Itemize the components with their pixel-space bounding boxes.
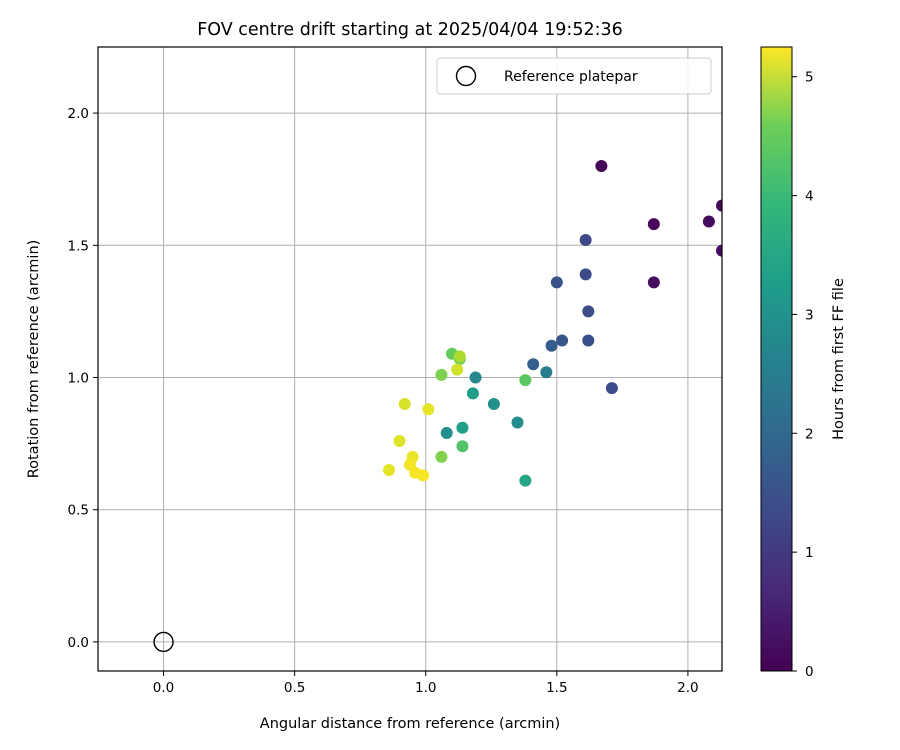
- plot-frame: [97, 46, 723, 672]
- data-point: [582, 334, 595, 347]
- data-point: [398, 397, 411, 410]
- x-axis-label: Angular distance from reference (arcmin): [260, 716, 560, 732]
- y-tick-label: 0.5: [68, 503, 89, 519]
- x-tick-label: 0.5: [284, 680, 305, 696]
- data-point: [605, 382, 618, 395]
- data-point: [519, 374, 532, 387]
- data-point: [579, 268, 592, 281]
- data-point: [417, 469, 430, 482]
- reference-point: [153, 631, 174, 653]
- data-point: [466, 387, 479, 400]
- data-point: [469, 371, 482, 384]
- data-point: [647, 276, 660, 289]
- data-point: [453, 350, 466, 363]
- colorbar-tick-label: 0: [805, 664, 814, 680]
- colorbar-tick-label: 1: [805, 545, 814, 561]
- colorbar-gradient: [760, 46, 793, 672]
- grid-lines: [98, 47, 722, 671]
- colorbar-tick-label: 2: [805, 426, 814, 442]
- data-point: [527, 358, 540, 371]
- data-point: [595, 159, 608, 172]
- data-point: [556, 334, 569, 347]
- legend-label: Reference platepar: [504, 69, 638, 85]
- x-tick-label: 0.0: [153, 680, 174, 696]
- colorbar-tick-label: 5: [805, 70, 814, 86]
- data-point: [702, 215, 715, 228]
- data-point: [716, 199, 722, 212]
- data-point: [456, 440, 469, 453]
- x-tick-label: 1.0: [415, 680, 436, 696]
- colorbar-label: Hours from first FF file: [831, 278, 847, 440]
- colorbar-tick-label: 3: [805, 307, 814, 323]
- data-point: [393, 434, 406, 447]
- y-tick-label: 1.5: [68, 238, 89, 254]
- data-point: [511, 416, 524, 429]
- colorbar-ticks: 0 1 2 3 4 5: [792, 70, 814, 680]
- data-point: [550, 276, 563, 289]
- data-point: [487, 397, 500, 410]
- x-tick-label: 2.0: [677, 680, 698, 696]
- legend: Reference platepar: [436, 57, 712, 95]
- y-axis-ticks: 0.0 0.5 1.0 1.5 2.0: [68, 106, 98, 651]
- x-tick-label: 1.5: [546, 680, 567, 696]
- data-point: [579, 234, 592, 247]
- y-tick-label: 1.0: [68, 371, 89, 387]
- chart-title: FOV centre drift starting at 2025/04/04 …: [197, 20, 623, 40]
- data-point: [451, 363, 464, 376]
- data-point: [545, 339, 558, 352]
- data-point: [435, 368, 448, 381]
- data-point: [716, 244, 722, 257]
- y-tick-label: 2.0: [68, 106, 89, 122]
- legend-marker-icon: [455, 65, 477, 87]
- x-axis-ticks: 0.0 0.5 1.0 1.5 2.0: [153, 671, 699, 696]
- data-point: [435, 450, 448, 463]
- data-point: [519, 474, 532, 487]
- data-point: [582, 305, 595, 318]
- data-point: [647, 218, 660, 231]
- y-tick-label: 0.0: [68, 635, 89, 651]
- data-point: [456, 421, 469, 434]
- y-axis-label: Rotation from reference (arcmin): [26, 240, 42, 479]
- reference-marker: [153, 631, 174, 653]
- legend-box: [436, 57, 712, 95]
- colorbar-tick-label: 4: [805, 189, 814, 205]
- data-point: [383, 464, 396, 477]
- data-point: [440, 427, 453, 440]
- data-point: [540, 366, 553, 379]
- data-points: [383, 159, 722, 487]
- colorbar: 0 1 2 3 4 5 Hours from first FF file: [760, 46, 847, 680]
- data-point: [422, 403, 435, 416]
